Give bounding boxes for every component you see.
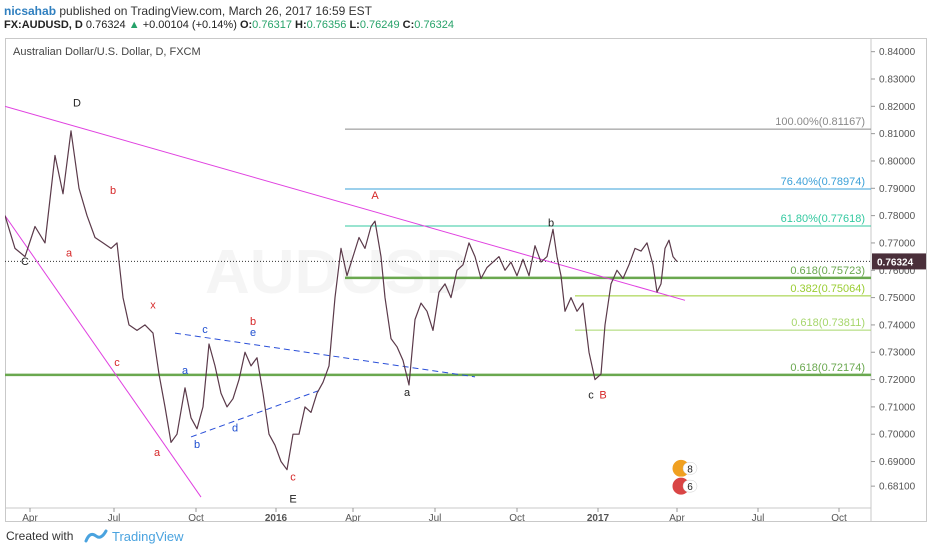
high-value: 0.76356 [306,19,347,31]
created-with-text: Created with [6,529,74,543]
symbol-label: FX:AUDUSD, D [4,19,83,31]
fib-level-label: 0.618(0.75723) [790,265,865,277]
upper-trendline [5,105,686,301]
x-tick-label: Apr [22,513,38,522]
wave-label: b [194,439,200,451]
wave-label: A [371,190,379,202]
tradingview-logo-icon[interactable] [84,527,108,545]
x-tick-label: Jul [752,513,765,522]
fib-level-label: 76.40%(0.78974) [781,176,865,188]
y-tick-label: 0.77000 [879,238,916,249]
wave-label: D [73,97,81,109]
close-label: C: [402,19,415,31]
wave-label: B [599,390,606,402]
x-tick-label: Apr [345,513,361,522]
y-tick-label: 0.84000 [879,47,916,58]
chart-title: Australian Dollar/U.S. Dollar, D, FXCM [13,46,201,58]
low-value: 0.76249 [359,19,400,31]
y-tick-label: 0.80000 [879,156,916,167]
wave-label: d [232,422,238,434]
up-arrow-icon: ▲ [128,19,140,31]
wave-label: a [154,447,161,459]
y-tick-label: 0.72000 [879,375,916,386]
chart-header: nicsahab published on TradingView.com, M… [0,0,932,36]
wave-label: b [548,218,554,230]
wave-label: c [290,472,296,484]
event-count-badge [682,479,698,493]
y-tick-label: 0.69000 [879,457,916,468]
y-tick-label: 0.74000 [879,320,916,331]
open-value: 0.76317 [252,19,292,31]
wave-label: b [110,185,116,197]
last-price: 0.76324 [85,19,126,31]
wave-label: c [114,357,120,369]
x-tick-label: Oct [188,513,204,522]
wave-label: c [202,324,208,336]
x-tick-label: Jul [429,513,442,522]
fib-level-label: 0.382(0.75064) [790,283,865,295]
wave-label: b [250,316,256,328]
high-label: H: [295,19,307,31]
price-series-line [5,130,678,471]
wave-label: c [588,390,594,402]
y-tick-label: 0.83000 [879,74,916,85]
quote-line: FX:AUDUSD, D 0.76324 ▲ +0.00104 (+0.14%)… [4,19,454,31]
y-tick-label: 0.70000 [879,430,916,441]
close-value: 0.76324 [414,19,455,31]
publish-line: nicsahab published on TradingView.com, M… [4,4,372,18]
y-tick-label: 0.75000 [879,293,916,304]
y-tick-label: 0.81000 [879,129,916,140]
fib-level-label: 100.00%(0.81167) [775,116,865,128]
event-count: 8 [687,464,693,475]
price-change: +0.00104 (+0.14%) [142,19,237,31]
y-tick-label: 0.71000 [879,402,916,413]
wave-label: C [21,256,29,268]
footer: Created with TradingView [0,522,932,550]
chart-frame[interactable] [5,38,927,522]
fib-level-label: 0.618(0.72174) [790,362,865,374]
y-tick-label: 0.68100 [879,482,916,493]
y-tick-label: 0.73000 [879,348,916,359]
wave-label: x [150,300,156,312]
x-tick-label: 2016 [265,513,288,522]
x-tick-label: Oct [509,513,525,522]
wedge-upper [174,332,476,378]
publisher-username[interactable]: nicsahab [4,4,57,18]
tradingview-brand[interactable]: TradingView [112,529,184,544]
last-price-tag-label: 0.76324 [877,257,914,268]
x-tick-label: Jul [108,513,121,522]
lower-trendline [5,215,202,498]
event-count-badge [682,462,698,475]
x-tick-label: Apr [669,513,685,522]
fib-level-label: 61.80%(0.77618) [781,213,865,225]
fib-level-label: 0.618(0.73811) [791,317,865,329]
x-tick-label: Oct [831,513,847,522]
y-tick-label: 0.79000 [879,184,916,195]
publish-info: published on TradingView.com, March 26, … [59,4,373,18]
last-price-tag [872,253,926,270]
wave-label: a [66,248,73,260]
wave-label: a [182,365,189,377]
wave-label: E [289,494,296,506]
wave-label: e [250,327,256,339]
open-label: O: [239,19,253,31]
x-tick-label: 2017 [587,513,610,522]
event-count: 6 [687,482,693,493]
y-tick-label: 0.76000 [879,266,916,277]
y-tick-label: 0.82000 [879,102,916,113]
wedge-lower [190,390,320,438]
wave-label: a [404,387,411,399]
low-label: L: [349,19,360,31]
y-tick-label: 0.78000 [879,211,916,222]
